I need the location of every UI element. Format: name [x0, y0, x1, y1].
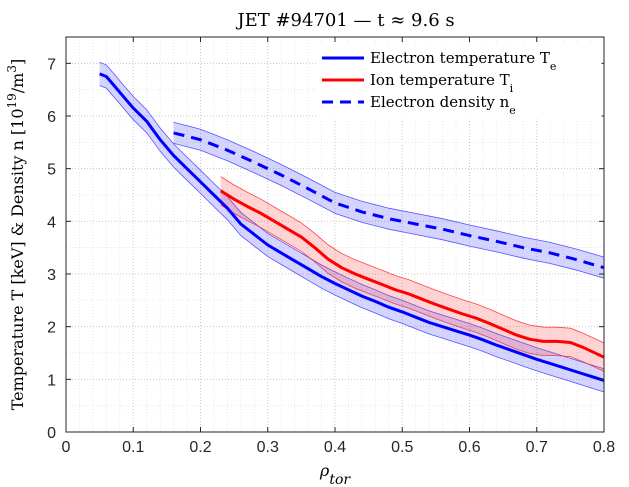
legend-label-0: Electron temperature Te	[370, 49, 556, 73]
y-tick-label: 1	[47, 372, 56, 389]
line-series-2	[173, 131, 605, 270]
y-tick-label: 2	[47, 320, 56, 337]
x-tick-label: 0.8	[593, 439, 615, 456]
line-series-1	[219, 189, 605, 359]
y-tick-label: 0	[47, 425, 56, 442]
band-upper-edge-1	[220, 176, 605, 344]
uncertainty-bands	[99, 61, 605, 393]
axis-ticks: 0 0.1 0.2 0.3 0.4 0.5 0.6 0.7 0.8 0 1 2 3 4 5 6 7	[47, 37, 615, 456]
axis-labels: ρtor Temperature T [keV] & Density n [101…	[5, 59, 351, 487]
y-tick-label: 3	[47, 267, 56, 284]
band-lower-edge-2	[173, 143, 605, 279]
y-tick-label: 4	[47, 214, 56, 231]
band-series-2	[173, 122, 604, 279]
x-tick-label: 0	[62, 439, 71, 456]
band-upper-edge-2	[173, 121, 605, 258]
series-lines	[99, 72, 605, 382]
chart-title: JET #94701 — t ≈ 9.6 s	[235, 10, 454, 31]
legend-label-2: Electron density ne	[370, 93, 516, 117]
band-lower-edge-1	[220, 204, 605, 372]
x-tick-label: 0.6	[458, 439, 480, 456]
x-tick-label: 0.1	[122, 439, 144, 456]
y-tick-label: 5	[47, 162, 56, 179]
band-upper-edge-0	[99, 61, 605, 370]
band-series-1	[220, 176, 604, 372]
x-tick-label: 0.7	[526, 439, 548, 456]
y-tick-label: 7	[47, 56, 56, 73]
legend-box	[317, 43, 602, 119]
line-series-0	[99, 72, 605, 382]
y-tick-label: 6	[47, 109, 56, 126]
y-axis-label: Temperature T [keV] & Density n [1019/m3…	[5, 59, 27, 411]
band-series-0	[99, 62, 604, 393]
legend-label-1: Ion temperature Ti	[370, 71, 514, 95]
x-tick-label: 0.3	[257, 439, 279, 456]
x-tick-label: 0.5	[391, 439, 413, 456]
x-axis-label: ρtor	[319, 461, 351, 487]
band-lower-edge-0	[99, 85, 605, 393]
x-tick-label: 0.4	[324, 439, 346, 456]
x-tick-label: 0.2	[189, 439, 211, 456]
